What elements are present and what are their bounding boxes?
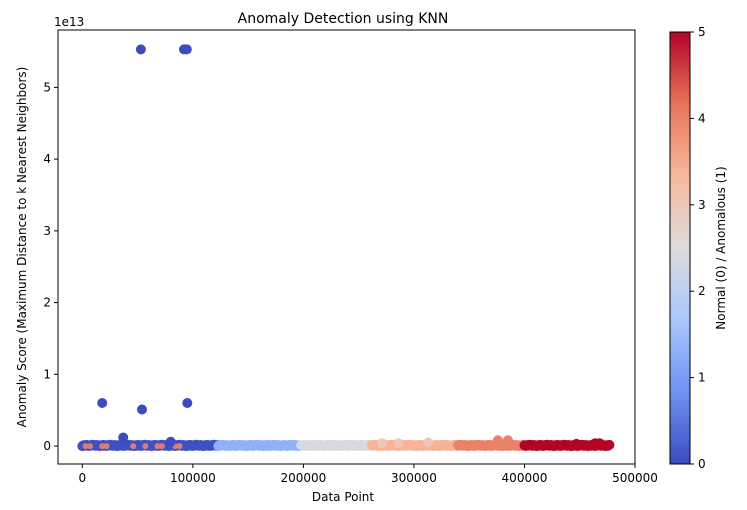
outlier-point: [571, 438, 582, 449]
colorbar-label: Normal (0) / Anomalous (1): [714, 166, 728, 329]
y-tick-label: 1: [43, 367, 51, 381]
colorbar-tick-label: 1: [698, 371, 706, 385]
colorbar-tick-label: 0: [698, 457, 706, 471]
y-tick-label: 3: [43, 224, 51, 238]
x-tick-label: 200000: [280, 471, 326, 485]
x-tick-label: 300000: [391, 471, 437, 485]
anomaly-point: [154, 443, 161, 450]
data-point: [604, 439, 615, 450]
anomaly-point: [103, 443, 110, 450]
colorbar-axis: 0 1 2 3 4 5: [690, 25, 706, 471]
outlier-point: [423, 437, 434, 448]
outlier-point: [137, 404, 147, 415]
chart-title: Anomaly Detection using KNN: [238, 11, 449, 27]
colorbar-tick-label: 4: [698, 111, 706, 125]
outlier-point: [135, 44, 146, 55]
outlier-point: [182, 398, 193, 408]
data-points: [77, 44, 615, 452]
anomaly-point: [130, 443, 137, 450]
x-tick-label: 500000: [612, 471, 658, 485]
anomaly-point: [87, 443, 94, 450]
anomaly-point: [82, 443, 89, 450]
outlier-point: [97, 398, 108, 408]
x-tick-label: 100000: [170, 471, 216, 485]
anomaly-point: [158, 443, 165, 450]
plot-frame: [57, 29, 636, 465]
y-tick-label: 0: [43, 439, 51, 453]
x-tick-label: 0: [78, 471, 86, 485]
y-tick-label: 5: [43, 80, 51, 94]
outlier-point: [594, 438, 605, 449]
y-offset-label: 1e13: [54, 15, 84, 29]
y-axis: 0 1 2 3 4 5: [43, 80, 58, 453]
outlier-point: [118, 432, 129, 443]
y-tick-label: 2: [43, 296, 51, 310]
x-tick-label: 400000: [502, 471, 548, 485]
y-tick-label: 4: [43, 152, 51, 166]
outlier-point: [502, 435, 513, 446]
colorbar-tick-label: 2: [698, 284, 706, 298]
colorbar-tick-label: 5: [698, 25, 706, 39]
colorbar: [669, 31, 691, 465]
outlier-point: [376, 438, 387, 449]
x-axis-label: Data Point: [312, 490, 375, 504]
outlier-point: [181, 44, 192, 55]
anomaly-point: [176, 443, 183, 450]
outlier-point: [393, 438, 404, 449]
x-axis: 0 100000 200000 300000 400000 500000: [78, 464, 658, 485]
anomaly-point: [99, 443, 106, 450]
anomaly-point: [142, 443, 149, 450]
y-axis-label: Anomaly Score (Maximum Distance to k Nea…: [15, 67, 29, 428]
outlier-point: [165, 436, 176, 447]
colorbar-tick-label: 3: [698, 198, 706, 212]
outlier-point: [492, 435, 503, 446]
